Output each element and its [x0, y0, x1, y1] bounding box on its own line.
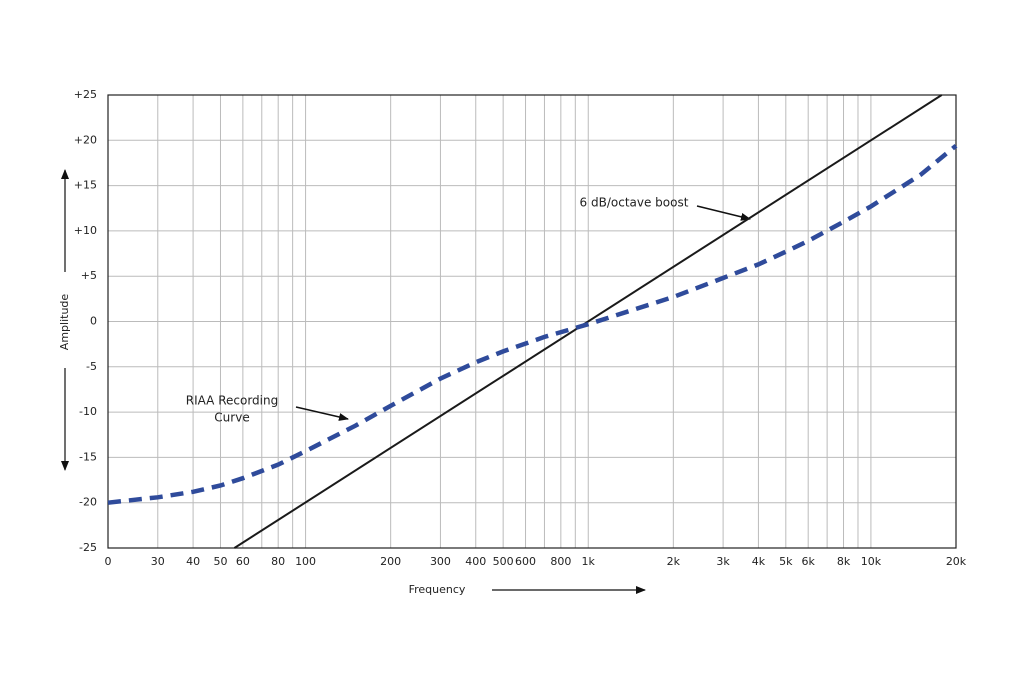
x-tick-label: 400 — [465, 555, 486, 568]
y-tick-label: 0 — [90, 315, 97, 328]
x-tick-label: 1k — [582, 555, 596, 568]
y-tick-label: -20 — [79, 496, 97, 509]
x-tick-label: 60 — [236, 555, 250, 568]
x-tick-label: 3k — [716, 555, 730, 568]
x-tick-label: 600 — [515, 555, 536, 568]
x-tick-label: 80 — [271, 555, 285, 568]
x-tick-label: 0 — [105, 555, 112, 568]
x-tick-label: 30 — [151, 555, 165, 568]
x-tick-label: 8k — [837, 555, 851, 568]
annotation: RIAA Recording — [186, 394, 278, 408]
y-tick-label: -15 — [79, 450, 97, 463]
annotation-arrow — [295, 406, 349, 421]
line — [233, 94, 943, 549]
x-tick-label: 20k — [946, 555, 967, 568]
y-tick-label: -25 — [79, 541, 97, 554]
y-tick-label: +5 — [81, 269, 97, 282]
x-tick-label: 500 — [493, 555, 514, 568]
x-tick-label: 6k — [802, 555, 816, 568]
x-tick-label: 100 — [295, 555, 316, 568]
x-tick-label: 40 — [186, 555, 200, 568]
x-axis-label: Frequency — [409, 583, 466, 596]
x-tick-label: 50 — [213, 555, 227, 568]
y-tick-label: -10 — [79, 405, 97, 418]
x-tick-label: 5k — [779, 555, 793, 568]
x-tick-label: 2k — [667, 555, 681, 568]
annotation-arrow — [696, 205, 751, 221]
plot-frame — [107, 94, 957, 549]
annotation: 6 dB/octave boost — [580, 196, 689, 210]
annotation: Curve — [214, 411, 249, 425]
y-tick-label: -5 — [86, 360, 97, 373]
x-tick-label: 4k — [752, 555, 766, 568]
line — [107, 143, 958, 505]
y-tick-label: +25 — [74, 88, 97, 101]
x-tick-label: 800 — [550, 555, 571, 568]
y-axis-label: Amplitude — [58, 294, 71, 351]
x-tick-label: 200 — [380, 555, 401, 568]
x-tick-label: 300 — [430, 555, 451, 568]
y-tick-label: +10 — [74, 224, 97, 237]
x-tick-label: 10k — [861, 555, 882, 568]
y-tick-label: +20 — [74, 133, 97, 146]
y-tick-label: +15 — [74, 179, 97, 192]
